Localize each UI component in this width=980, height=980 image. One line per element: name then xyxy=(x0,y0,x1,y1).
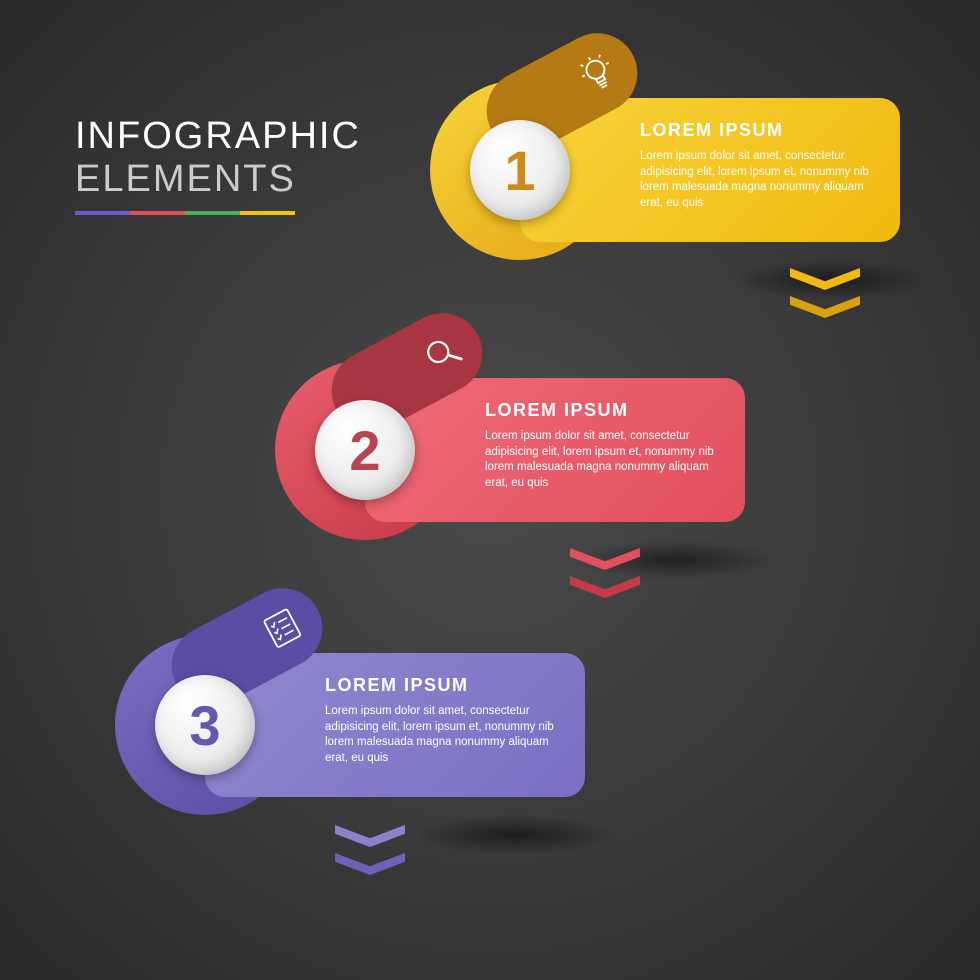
title-block: INFOGRAPHIC ELEMENTS xyxy=(75,115,361,215)
step-number-circle: 3 xyxy=(155,675,255,775)
step-3: LOREM IPSUM Lorem ipsum dolor sit amet, c… xyxy=(115,635,585,815)
title-line-2: ELEMENTS xyxy=(75,158,361,201)
chevron-down-icon xyxy=(570,548,640,570)
step-title: LOREM IPSUM xyxy=(485,400,723,421)
step-number-circle: 2 xyxy=(315,400,415,500)
chevron-down-icon xyxy=(335,825,405,847)
checklist-icon xyxy=(258,604,307,653)
step-body: Lorem ipsum dolor sit amet, consectetur … xyxy=(325,704,563,766)
step-1: LOREM IPSUM Lorem ipsum dolor sit amet, c… xyxy=(430,80,900,260)
step-chevrons-2 xyxy=(570,548,640,604)
title-underline xyxy=(75,211,295,215)
step-2: LOREM IPSUM Lorem ipsum dolor sit amet, c… xyxy=(275,360,745,540)
chevron-down-icon xyxy=(570,576,640,598)
magnifier-icon xyxy=(418,329,467,378)
step-title: LOREM IPSUM xyxy=(640,120,878,141)
step-shadow xyxy=(415,815,615,855)
lightbulb-icon xyxy=(573,49,622,98)
title-line-1: INFOGRAPHIC xyxy=(75,115,361,158)
chevron-down-icon xyxy=(790,296,860,318)
step-body: Lorem ipsum dolor sit amet, consectetur … xyxy=(640,149,878,211)
step-chevrons-1 xyxy=(790,268,860,324)
step-body: Lorem ipsum dolor sit amet, consectetur … xyxy=(485,429,723,491)
chevron-down-icon xyxy=(790,268,860,290)
step-title: LOREM IPSUM xyxy=(325,675,563,696)
step-chevrons-3 xyxy=(335,825,405,881)
chevron-down-icon xyxy=(335,853,405,875)
step-number-circle: 1 xyxy=(470,120,570,220)
